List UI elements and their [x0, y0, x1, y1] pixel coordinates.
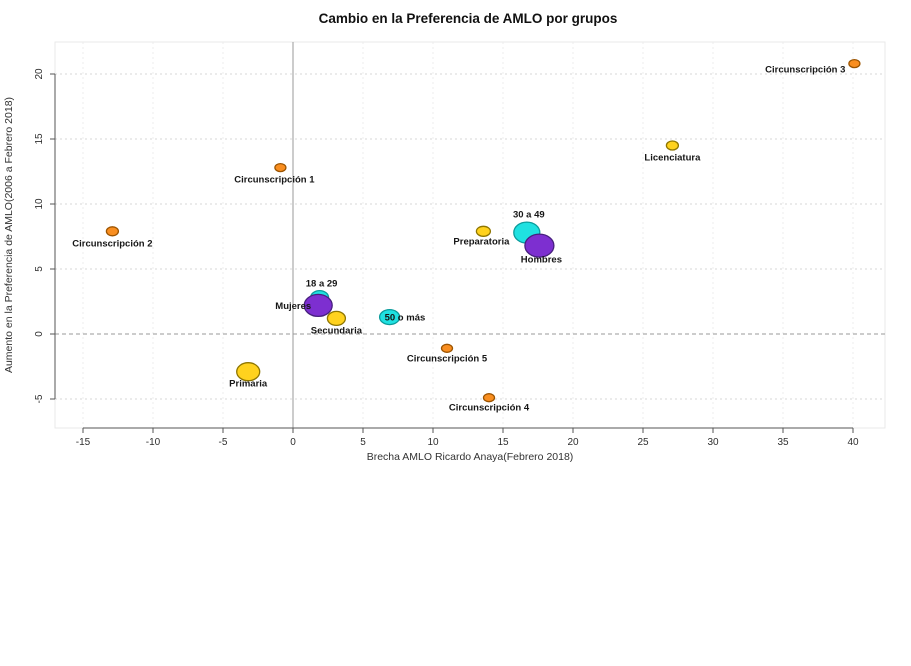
x-tick-label: -10	[146, 437, 161, 448]
point-label-licenciatura: Licenciatura	[644, 152, 701, 163]
y-tick-label: 20	[34, 68, 45, 80]
x-tick-label: 15	[497, 437, 509, 448]
y-tick-label: 5	[34, 266, 45, 272]
point-label-mujeres: Mujeres	[275, 301, 311, 312]
data-point-preparatoria	[475, 225, 492, 237]
x-tick-label: 10	[427, 437, 439, 448]
point-label-hombres: Hombres	[521, 255, 562, 266]
y-tick-label: 10	[34, 198, 45, 210]
data-point-licenciatura	[665, 140, 680, 151]
x-tick-label: -5	[219, 437, 228, 448]
x-tick-label: 5	[360, 437, 366, 448]
data-point-circunscripcion-1	[274, 162, 287, 173]
point-label-30-a-49: 30 a 49	[513, 210, 545, 221]
x-tick-label: 40	[847, 437, 859, 448]
axes: -15 -10 -5 0 5 10 15 20 25 30 35 40 -5 0 5 10 15 20	[34, 68, 859, 448]
data-points	[105, 58, 861, 403]
data-point-circunscripcion-2	[105, 226, 120, 237]
point-label-18-a-29: 18 a 29	[306, 279, 338, 290]
x-tick-label: 30	[707, 437, 719, 448]
data-point-circunscripcion-5	[440, 343, 454, 353]
x-tick-label: 0	[290, 437, 296, 448]
data-point-primaria	[236, 362, 261, 382]
gridlines	[54, 41, 886, 429]
y-tick-label: 0	[34, 331, 45, 337]
point-label-secundaria: Secundaria	[311, 325, 363, 336]
data-point-hombres	[524, 233, 555, 258]
y-tick-label: 15	[34, 133, 45, 145]
point-label-50-o-mas: 50 o más	[385, 313, 426, 324]
point-label-preparatoria: Preparatoria	[453, 236, 510, 247]
y-tick-label: -5	[34, 394, 45, 403]
point-labels: Circunscripción 3 Licenciatura Circunscrip…	[72, 65, 845, 414]
x-axis-label: Brecha AMLO Ricardo Anaya(Febrero 2018)	[367, 451, 574, 463]
x-tick-label: 25	[637, 437, 649, 448]
y-axis-label: Aumento en la Preferencia de AMLO(2006 a…	[3, 97, 15, 373]
data-point-circunscripcion-3	[848, 58, 861, 69]
x-tick-label: 20	[567, 437, 579, 448]
point-label-circunscripcion-4: Circunscripción 4	[449, 403, 530, 414]
point-label-primaria: Primaria	[229, 379, 268, 390]
point-label-circunscripcion-5: Circunscripción 5	[407, 353, 488, 364]
x-tick-label: 35	[777, 437, 789, 448]
chart-title: Cambio en la Preferencia de AMLO por gru…	[319, 11, 618, 26]
data-point-50-o-mas	[378, 308, 401, 326]
point-label-circunscripcion-1: Circunscripción 1	[234, 175, 315, 186]
data-point-secundaria	[326, 310, 347, 327]
point-label-circunscripcion-3: Circunscripción 3	[765, 65, 845, 76]
data-point-circunscripcion-4	[482, 393, 496, 403]
point-label-circunscripcion-2: Circunscripción 2	[72, 238, 152, 249]
data-point-mujeres	[303, 293, 333, 318]
x-tick-label: -15	[76, 437, 91, 448]
plot-border	[54, 41, 886, 429]
